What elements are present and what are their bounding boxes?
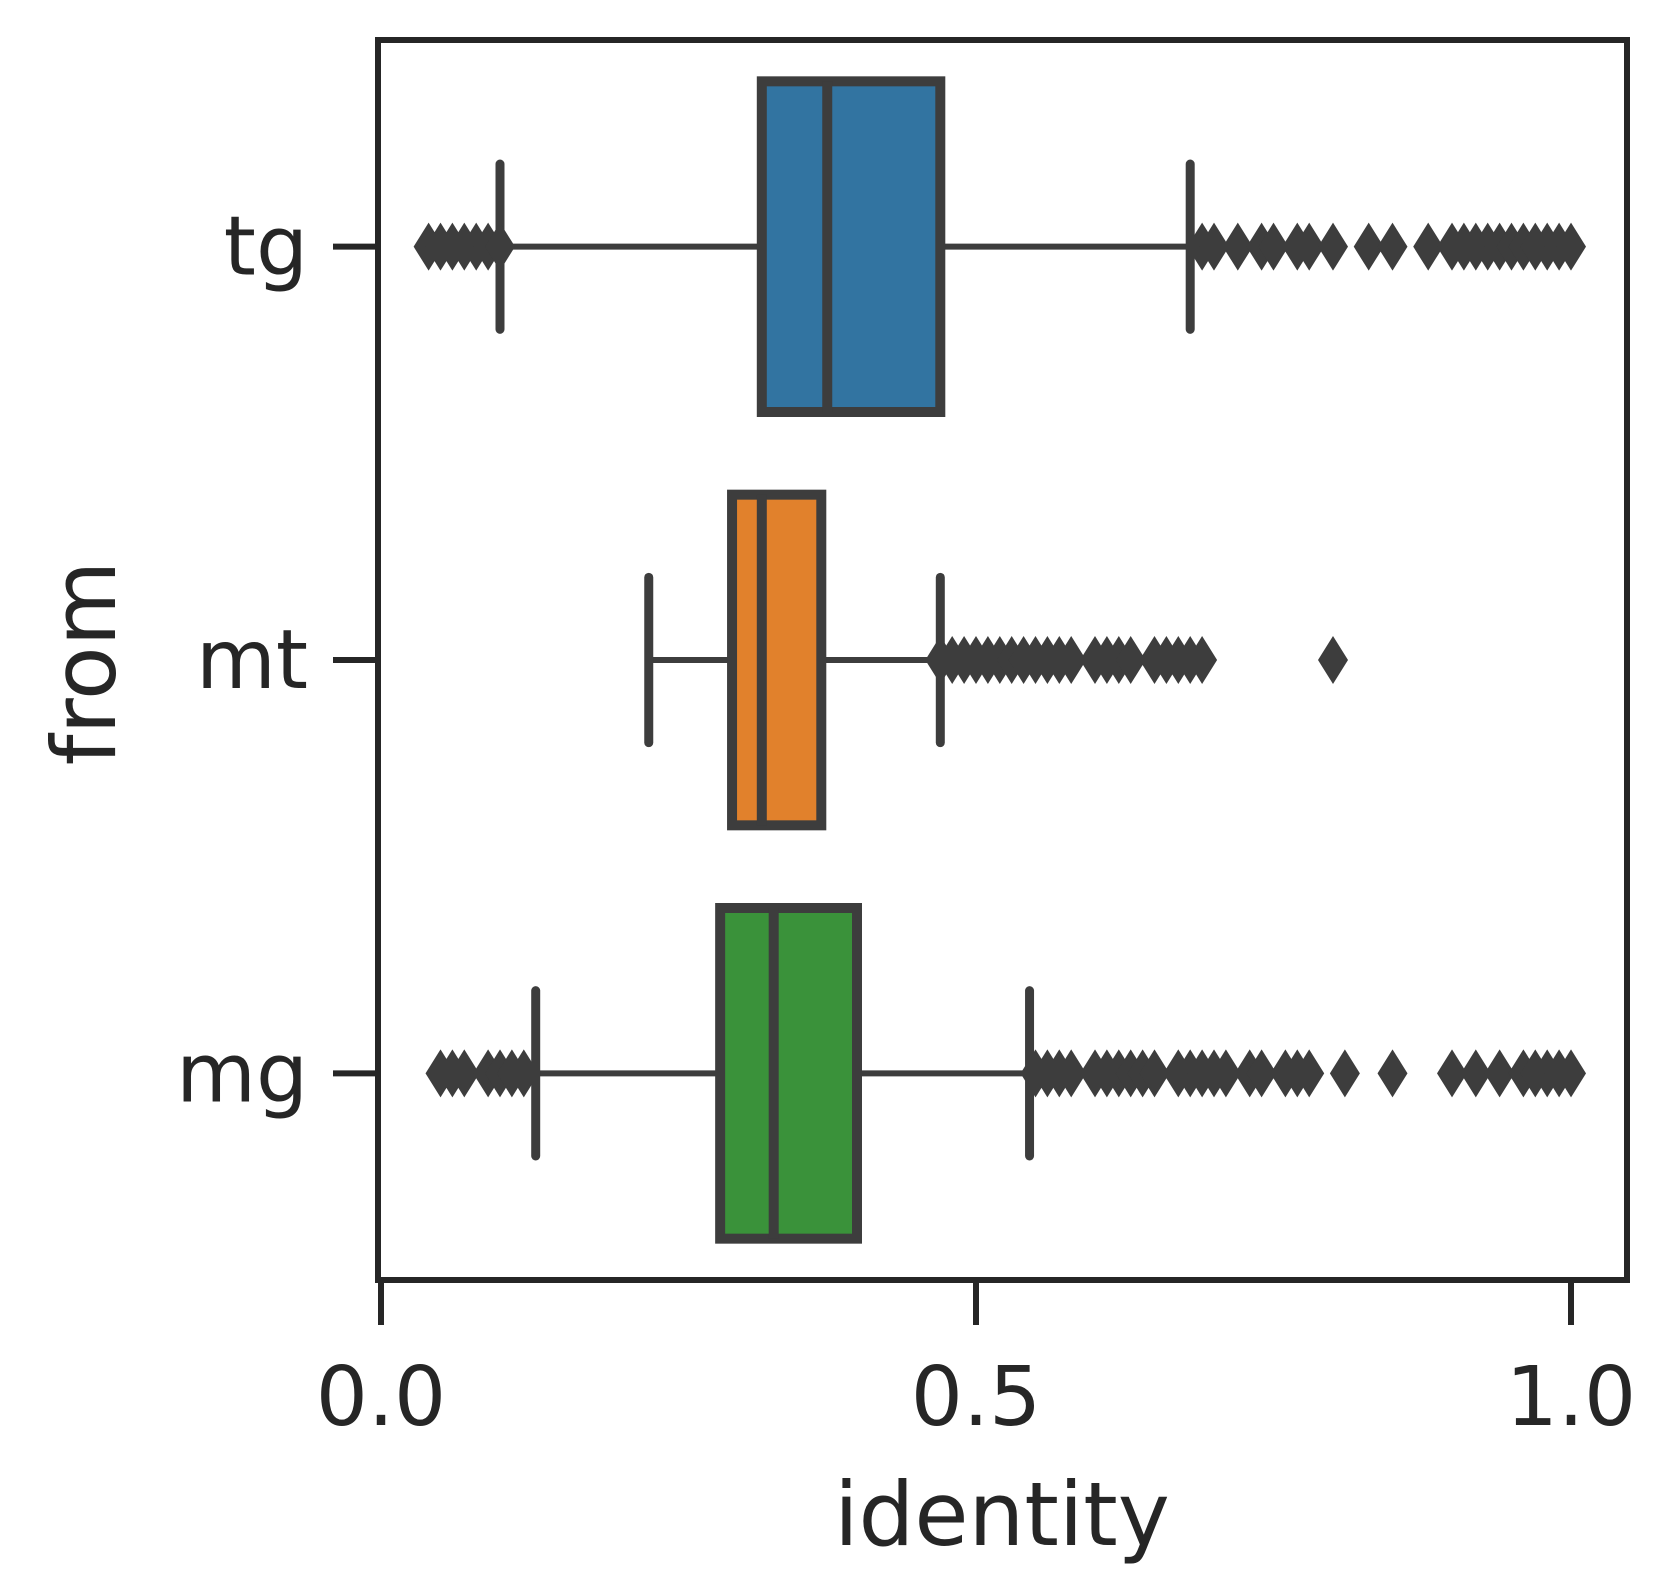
outlier-point <box>1187 636 1218 684</box>
outlier-point <box>1246 1049 1277 1098</box>
box-group-tg <box>413 76 1586 417</box>
outlier-point <box>508 1049 539 1098</box>
outlier-point <box>1556 222 1586 271</box>
x-tick-label: 1.0 <box>1506 1350 1636 1445</box>
outlier-point <box>1413 222 1444 271</box>
outlier-point <box>1460 1049 1491 1098</box>
box-mt <box>727 489 827 831</box>
x-axis-title: identity <box>834 1463 1170 1566</box>
y-tick-label-tg: tg <box>224 200 308 295</box>
outlier-point <box>1139 1049 1170 1098</box>
outlier-point <box>1294 222 1325 271</box>
outlier-point <box>1318 222 1348 271</box>
box-mg <box>715 903 863 1244</box>
outlier-point <box>1329 1049 1360 1098</box>
outlier-point <box>449 1049 480 1098</box>
y-tick-label-mg: mg <box>176 1026 308 1121</box>
x-tick-label: 0.0 <box>316 1350 446 1445</box>
y-axis-title: from <box>33 561 136 766</box>
outlier-point <box>1115 636 1146 684</box>
outlier-point <box>1377 1049 1408 1098</box>
x-axis: 0.0 0.5 1.0 <box>316 1280 1636 1445</box>
outlier-point <box>1377 222 1408 271</box>
outlier-point <box>1353 222 1384 271</box>
y-tick-label-mt: mt <box>196 613 308 708</box>
outlier-point <box>1056 636 1087 684</box>
box-group-mt <box>644 489 1348 831</box>
outlier-point <box>1437 1049 1467 1098</box>
outlier-point <box>1556 1049 1586 1098</box>
outlier-point <box>1294 1049 1325 1098</box>
box-group-mg <box>425 903 1586 1244</box>
outlier-point <box>1484 1049 1515 1098</box>
y-axis: tg mt mg <box>176 200 378 1121</box>
outlier-point <box>1318 636 1348 684</box>
outlier-point <box>1210 1049 1241 1098</box>
outlier-point <box>1056 1049 1087 1098</box>
outlier-point <box>1199 222 1229 271</box>
outlier-point <box>1222 222 1253 271</box>
outlier-point <box>1258 222 1289 271</box>
plot-area <box>413 76 1586 1244</box>
box-tg <box>756 76 946 417</box>
outlier-point <box>485 222 515 271</box>
x-tick-label: 0.5 <box>911 1350 1041 1445</box>
